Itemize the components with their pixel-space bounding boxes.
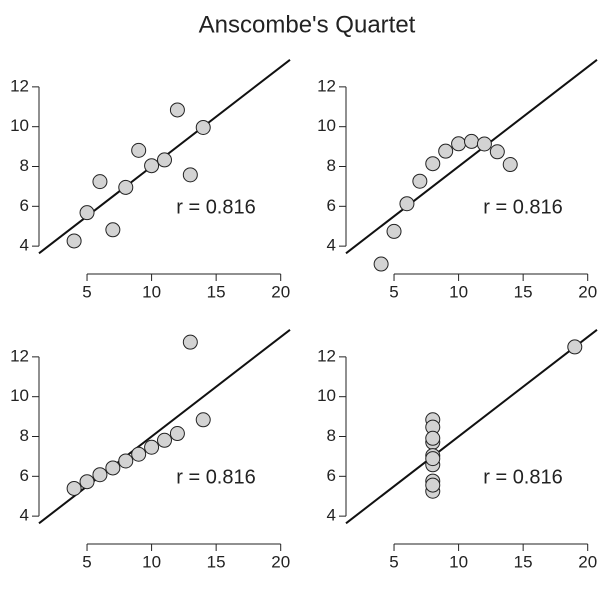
x-tick-label: 10 [449, 282, 468, 301]
x-tick-label: 5 [389, 552, 398, 571]
point [79, 474, 95, 490]
point [502, 157, 518, 173]
x-tick-label: 20 [578, 282, 597, 301]
x-tick-label: 5 [389, 282, 398, 301]
chart-title: Anscombe's Quartet [199, 11, 416, 38]
regression-line [345, 329, 598, 525]
y-tick-label: 6 [20, 196, 29, 215]
point [567, 339, 583, 355]
point [425, 430, 441, 446]
y-tick-label: 8 [20, 156, 29, 175]
point [144, 439, 160, 455]
x-tick-label: 15 [207, 552, 226, 571]
y-tick-label: 6 [327, 466, 336, 485]
y-tick-label: 10 [317, 116, 336, 135]
point [182, 167, 198, 183]
x-tick-label: 20 [271, 282, 290, 301]
panel: 4 6 8 10 12 5 10 15 20 r = 0.816 [10, 329, 291, 571]
point [131, 142, 147, 158]
point [66, 480, 82, 496]
annotation: r = 0.816 [176, 466, 256, 488]
point [157, 152, 172, 168]
point [373, 256, 389, 272]
point [399, 196, 415, 212]
point [451, 136, 467, 152]
point [105, 460, 121, 476]
x-tick-label: 20 [578, 552, 597, 571]
point [438, 143, 454, 159]
panel: 4 6 8 10 12 5 10 15 20 r = 0.816 [317, 59, 598, 301]
x-tick-label: 5 [82, 282, 91, 301]
y-tick-label: 4 [20, 236, 29, 255]
y-tick-label: 8 [327, 426, 336, 445]
point [144, 158, 160, 174]
point [425, 477, 441, 493]
y-tick-label: 8 [20, 426, 29, 445]
y-tick-label: 6 [20, 466, 29, 485]
y-tick-label: 4 [327, 236, 336, 255]
point [489, 144, 505, 160]
y-tick-label: 6 [327, 196, 336, 215]
point [105, 222, 121, 238]
x-tick-label: 20 [271, 552, 290, 571]
point [92, 467, 108, 483]
x-tick-label: 10 [449, 552, 468, 571]
point [425, 156, 441, 172]
y-tick-label: 12 [10, 76, 29, 95]
x-tick-label: 15 [514, 552, 533, 571]
x-tick-label: 15 [514, 282, 533, 301]
annotation: r = 0.816 [176, 196, 256, 218]
point [169, 426, 185, 442]
point [131, 446, 147, 462]
x-tick-label: 15 [207, 282, 226, 301]
point [118, 453, 134, 469]
point [195, 119, 211, 135]
y-tick-label: 10 [10, 386, 29, 405]
point [169, 102, 185, 118]
y-tick-label: 10 [10, 116, 29, 135]
y-tick-label: 4 [20, 506, 29, 525]
point [79, 205, 95, 221]
panel: 4 6 8 10 12 5 10 15 20 r = 0.816 [10, 59, 291, 301]
x-tick-label: 10 [142, 552, 161, 571]
point [464, 133, 479, 149]
x-tick-label: 5 [82, 552, 91, 571]
y-tick-label: 8 [327, 156, 336, 175]
point [195, 412, 211, 428]
point [182, 334, 198, 350]
point [386, 223, 402, 239]
y-tick-label: 10 [317, 386, 336, 405]
annotation: r = 0.816 [483, 466, 563, 488]
point [157, 432, 172, 448]
y-tick-label: 12 [317, 76, 336, 95]
point [92, 174, 108, 190]
y-tick-label: 4 [327, 506, 336, 525]
y-tick-label: 12 [10, 346, 29, 365]
point [118, 179, 134, 195]
x-tick-label: 10 [142, 282, 161, 301]
point [476, 136, 492, 152]
point [66, 233, 82, 249]
panel: 4 6 8 10 12 5 10 15 20 r = 0.816 [317, 329, 598, 571]
point [425, 451, 441, 467]
annotation: r = 0.816 [483, 196, 563, 218]
regression-line [345, 59, 598, 255]
point [412, 173, 428, 189]
y-tick-label: 12 [317, 346, 336, 365]
